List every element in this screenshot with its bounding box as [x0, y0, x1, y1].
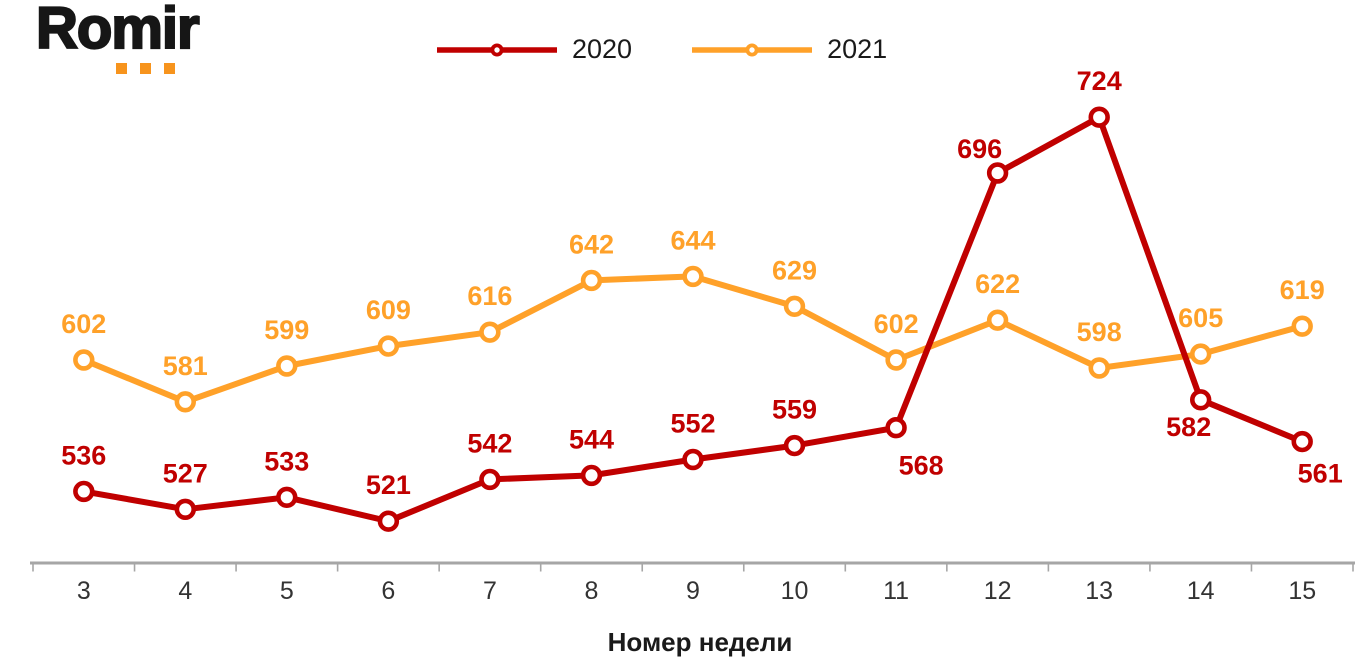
x-tick-label-11: 11 — [883, 577, 909, 605]
data-point-2020-week-8 — [580, 464, 603, 487]
data-point-2021-week-10 — [783, 295, 806, 317]
data-point-2021-week-4 — [174, 391, 197, 413]
value-label-2021-week-7: 616 — [467, 281, 512, 311]
value-label-2021-week-15: 619 — [1280, 275, 1325, 305]
data-point-2021-week-3 — [73, 349, 95, 371]
x-tick-label-12: 12 — [984, 577, 1012, 605]
value-label-2020-week-3: 536 — [61, 440, 106, 470]
data-point-2021-week-14 — [1189, 343, 1212, 365]
value-label-2021-week-3: 602 — [61, 309, 106, 339]
legend-item-2021: 2021 — [692, 36, 887, 63]
x-tick-label-7: 7 — [483, 577, 497, 605]
data-point-2020-week-5 — [276, 486, 298, 508]
x-axis-title: Номер недели — [607, 627, 793, 657]
data-point-2020-week-9 — [682, 448, 704, 471]
value-label-2020-week-6: 521 — [366, 470, 411, 500]
value-label-2020-week-14: 582 — [1166, 412, 1211, 442]
series-group-2020: 536 527 533 521 542 544 552 559 568 696 724 582 561 — [61, 66, 1343, 532]
value-label-2020-week-5: 533 — [264, 446, 309, 476]
value-label-2020-week-7: 542 — [467, 428, 512, 458]
data-point-2021-week-8 — [580, 269, 603, 292]
data-point-2021-week-11 — [885, 349, 907, 371]
x-tick-label-8: 8 — [585, 577, 599, 605]
romir-logo: Romir — [35, 0, 201, 74]
data-point-2020-week-11 — [885, 417, 907, 439]
x-tick-label-14: 14 — [1187, 577, 1215, 605]
value-label-2021-week-8: 642 — [569, 229, 614, 259]
data-point-2021-week-12 — [986, 309, 1009, 331]
legend-label-2021: 2021 — [827, 34, 888, 64]
legend-swatch-2021-icon — [692, 43, 813, 56]
x-tick-label-15: 15 — [1288, 577, 1316, 605]
data-point-2021-week-15 — [1291, 315, 1313, 337]
value-label-2020-week-8: 544 — [569, 424, 614, 454]
value-label-2020-week-15: 561 — [1298, 459, 1343, 489]
legend-label-2020: 2020 — [572, 34, 633, 64]
x-tick-label-9: 9 — [686, 577, 700, 605]
data-point-2020-week-13 — [1088, 106, 1110, 128]
data-point-2021-week-9 — [682, 265, 704, 288]
x-tick-label-10: 10 — [781, 577, 809, 605]
data-point-2021-week-6 — [377, 335, 400, 357]
value-label-2021-week-4: 581 — [163, 351, 208, 381]
value-label-2020-week-4: 527 — [163, 458, 208, 488]
logo-orange-square-icon — [140, 63, 151, 74]
data-point-2020-week-10 — [783, 434, 806, 457]
series-group-2021: 602 581 599 609 616 642 644 629 602 622 598 605 619 — [61, 225, 1325, 413]
value-label-2021-week-13: 598 — [1077, 317, 1122, 347]
value-label-2020-week-13: 724 — [1077, 66, 1122, 96]
value-label-2021-week-12: 622 — [975, 269, 1020, 299]
value-label-2020-week-11: 568 — [899, 451, 944, 481]
x-tick-label-6: 6 — [381, 577, 395, 605]
romir-logo-dots-icon — [116, 63, 199, 74]
x-tick-label-13: 13 — [1085, 577, 1113, 605]
data-point-2020-week-7 — [479, 468, 501, 491]
logo-orange-square-icon — [116, 63, 127, 74]
data-point-2021-week-13 — [1088, 357, 1110, 379]
logo-orange-square-icon — [164, 63, 175, 74]
x-tick-label-5: 5 — [280, 577, 294, 605]
value-label-2021-week-6: 609 — [366, 295, 411, 325]
x-tick-label-4: 4 — [178, 577, 192, 605]
data-point-2020-week-12 — [986, 162, 1009, 184]
data-point-2020-week-14 — [1189, 389, 1212, 411]
value-label-2021-week-11: 602 — [874, 309, 919, 339]
value-label-2021-week-14: 605 — [1178, 303, 1223, 333]
data-point-2021-week-7 — [479, 321, 501, 343]
x-tick-label-3: 3 — [77, 577, 91, 605]
data-point-2020-week-3 — [73, 480, 95, 503]
legend-swatch-2020-icon — [437, 43, 557, 56]
data-point-2020-week-6 — [377, 510, 400, 532]
data-point-2020-week-4 — [174, 498, 197, 520]
value-label-2020-week-10: 559 — [772, 395, 817, 425]
data-point-2021-week-5 — [276, 355, 298, 377]
value-label-2020-week-9: 552 — [670, 409, 715, 439]
value-label-2021-week-10: 629 — [772, 255, 817, 285]
chart-legend: 2020 2021 — [437, 36, 887, 63]
value-label-2021-week-5: 599 — [264, 315, 309, 345]
value-label-2020-week-12: 696 — [957, 134, 1002, 164]
romir-logo-text: Romir — [35, 0, 201, 61]
legend-item-2020: 2020 — [437, 36, 632, 63]
data-point-2020-week-15 — [1291, 430, 1313, 453]
value-label-2021-week-9: 644 — [670, 225, 715, 255]
